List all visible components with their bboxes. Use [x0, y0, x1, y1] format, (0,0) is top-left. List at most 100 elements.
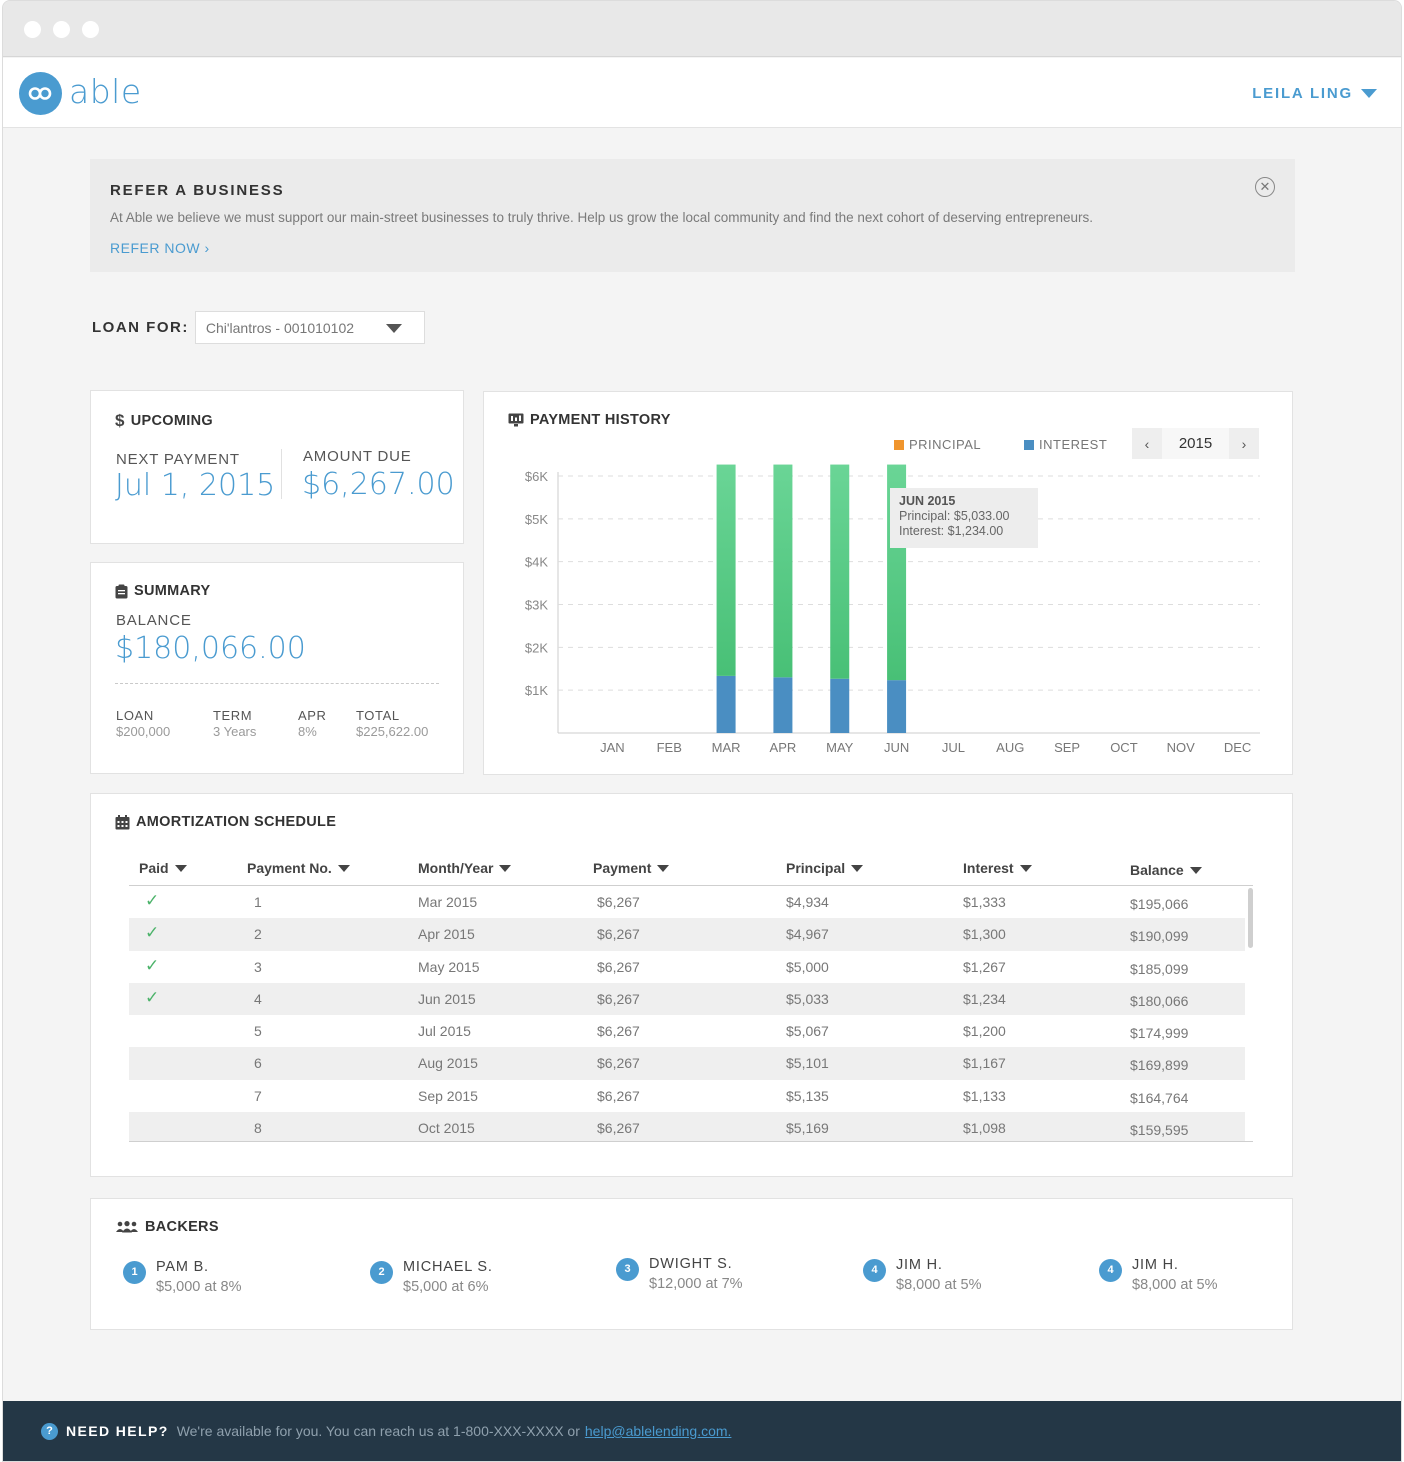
term-value: 3 Years: [213, 724, 257, 739]
x-tick-label: SEP: [1054, 740, 1080, 755]
cell-payment-no: 2: [254, 926, 262, 943]
divider: [281, 449, 282, 499]
bar-interest-apr[interactable]: [773, 677, 793, 733]
next-year-icon[interactable]: ›: [1241, 435, 1247, 452]
payment-history-card: PAYMENT HISTORY PRINCIPAL INTEREST ‹ 201…: [483, 391, 1293, 775]
cell-interest: $1,267: [963, 958, 1006, 975]
table-row[interactable]: 8 Oct 2015 $6,267 $5,169 $1,098 $159,595: [129, 1112, 1245, 1141]
help-icon: ?: [41, 1422, 58, 1440]
bar-principal-apr[interactable]: [773, 464, 793, 678]
col-interest-header[interactable]: Interest: [963, 860, 1032, 876]
payment-history-chart: $1K $2K $3K $4K $5K $6K JAN FEB MAR APR MAY JUN JUL A…: [525, 464, 1260, 755]
table-row[interactable]: ✓ 4 Jun 2015 $6,267 $5,033 $1,234 $180,066: [129, 982, 1245, 1016]
backer-badge: 4: [1099, 1259, 1122, 1282]
amount-due-label: AMOUNT DUE: [303, 448, 412, 465]
cell-month-year: Oct 2015: [418, 1120, 475, 1137]
table-row[interactable]: 5 Jul 2015 $6,267 $5,067 $1,200 $174,999: [129, 1015, 1245, 1047]
backer-badge: 2: [370, 1261, 393, 1284]
prev-year-icon[interactable]: ‹: [1144, 435, 1150, 452]
col-paid-header[interactable]: Paid: [139, 860, 187, 876]
cell-month-year: Apr 2015: [418, 926, 475, 943]
amortization-title-text: AMORTIZATION SCHEDULE: [136, 814, 337, 830]
cell-interest: $1,133: [963, 1087, 1006, 1104]
window-zoom-dot[interactable]: [82, 21, 99, 38]
upcoming-card: $ UPCOMING NEXT PAYMENT Jul 1, 2015 AMOU…: [90, 390, 464, 544]
refer-now-link[interactable]: REFER NOW ›: [110, 240, 210, 256]
cell-principal: $4,934: [786, 894, 829, 910]
col-month-year-header[interactable]: Month/Year: [418, 860, 512, 876]
upcoming-title-text: UPCOMING: [130, 413, 213, 429]
table-row[interactable]: ✓ 1 Mar 2015 $6,267 $4,934 $1,333 $195,066: [129, 886, 1245, 918]
next-payment-label: NEXT PAYMENT: [116, 451, 240, 468]
cell-balance: $164,764: [1130, 1089, 1189, 1106]
x-tick-label: JUL: [942, 740, 965, 755]
payment-history-title-text: PAYMENT HISTORY: [530, 412, 671, 428]
table-row[interactable]: 6 Aug 2015 $6,267 $5,101 $1,167 $169,899: [129, 1047, 1245, 1080]
able-logo-icon[interactable]: [19, 72, 62, 115]
col-balance-header[interactable]: Balance: [1130, 862, 1202, 878]
backer-amount: $5,000 at 8%: [156, 1279, 242, 1295]
cell-interest: $1,098: [963, 1120, 1006, 1137]
amortization-table-body[interactable]: ✓ 1 Mar 2015 $6,267 $4,934 $1,333 $195,066 ✓ 2 Ap…: [129, 886, 1253, 1142]
cell-payment-no: 4: [254, 990, 262, 1007]
cell-payment-no: 7: [254, 1087, 262, 1104]
window-close-dot[interactable]: [24, 21, 41, 38]
table-row[interactable]: ✓ 3 May 2015 $6,267 $5,000 $1,267 $185,099: [129, 951, 1245, 983]
help-email-link[interactable]: help@ablelending.com.: [584, 1423, 732, 1439]
chevron-down-icon[interactable]: [1361, 89, 1377, 98]
bar-interest-mar[interactable]: [716, 675, 736, 733]
cell-balance: $190,099: [1130, 928, 1189, 945]
backer-badge: 3: [616, 1258, 639, 1281]
loan-select[interactable]: Chi'lantros - 001010102: [194, 311, 425, 344]
sort-down-icon: [337, 864, 350, 872]
tooltip-title: JUN 2015: [899, 494, 956, 508]
table-row[interactable]: 7 Sep 2015 $6,267 $5,135 $1,133 $164,764: [129, 1080, 1245, 1112]
amortization-title: AMORTIZATION SCHEDULE: [115, 814, 336, 830]
col-payment-no-header[interactable]: Payment No.: [247, 860, 350, 876]
col-principal-header[interactable]: Principal: [786, 860, 864, 876]
cell-payment: $6,267: [597, 894, 640, 910]
bar-interest-may[interactable]: [830, 678, 850, 733]
chevron-down-icon: [385, 324, 402, 333]
sort-down-icon: [1019, 864, 1032, 872]
table-scrollbar[interactable]: [1248, 888, 1253, 948]
bar-principal-mar[interactable]: [716, 464, 736, 676]
loan-selector: LOAN FOR: Chi'lantros - 001010102: [92, 311, 425, 344]
close-icon[interactable]: ✕: [1255, 177, 1275, 197]
check-icon: ✓: [145, 923, 160, 943]
app-header: able LEILA LING: [3, 58, 1401, 128]
brand-name[interactable]: able: [69, 72, 142, 111]
cell-interest: $1,167: [963, 1055, 1006, 1072]
help-footer: ? NEED HELP? We're available for you. Yo…: [3, 1401, 1401, 1461]
window-minimize-dot[interactable]: [53, 21, 70, 38]
backer-amount: $8,000 at 5%: [1132, 1277, 1218, 1293]
user-name[interactable]: LEILA LING: [1252, 85, 1353, 102]
cell-payment: $6,267: [597, 958, 640, 975]
cell-month-year: May 2015: [418, 958, 480, 975]
total-label: TOTAL: [356, 708, 400, 723]
cell-interest: $1,234: [963, 990, 1006, 1007]
cell-interest: $1,333: [963, 894, 1006, 910]
check-icon: ✓: [145, 955, 160, 975]
backer-name: MICHAEL S.: [403, 1259, 493, 1275]
backer-name: JIM H.: [896, 1257, 943, 1273]
x-tick-label: JAN: [600, 740, 625, 755]
bar-interest-jun[interactable]: [887, 680, 907, 733]
y-tick-label: $6K: [525, 469, 548, 484]
bar-principal-may[interactable]: [830, 464, 850, 679]
x-tick-label: APR: [770, 740, 797, 755]
monitor-chart-icon: [508, 413, 524, 427]
col-payment-header[interactable]: Payment: [593, 860, 670, 876]
help-text: We're available for you. You can reach u…: [176, 1423, 580, 1439]
cell-interest: $1,300: [963, 926, 1006, 943]
x-tick-label: JUN: [884, 740, 909, 755]
tooltip-principal: Principal: $5,033.00: [899, 509, 1010, 523]
cell-principal: $5,067: [786, 1023, 829, 1040]
backers-title: BACKERS: [115, 1219, 219, 1235]
user-menu[interactable]: LEILA LING: [1252, 85, 1377, 102]
tooltip-interest: Interest: $1,234.00: [899, 524, 1004, 538]
y-tick-label: $3K: [525, 598, 548, 613]
x-tick-label: MAR: [712, 740, 741, 755]
table-row[interactable]: ✓ 2 Apr 2015 $6,267 $4,967 $1,300 $190,099: [129, 918, 1245, 951]
